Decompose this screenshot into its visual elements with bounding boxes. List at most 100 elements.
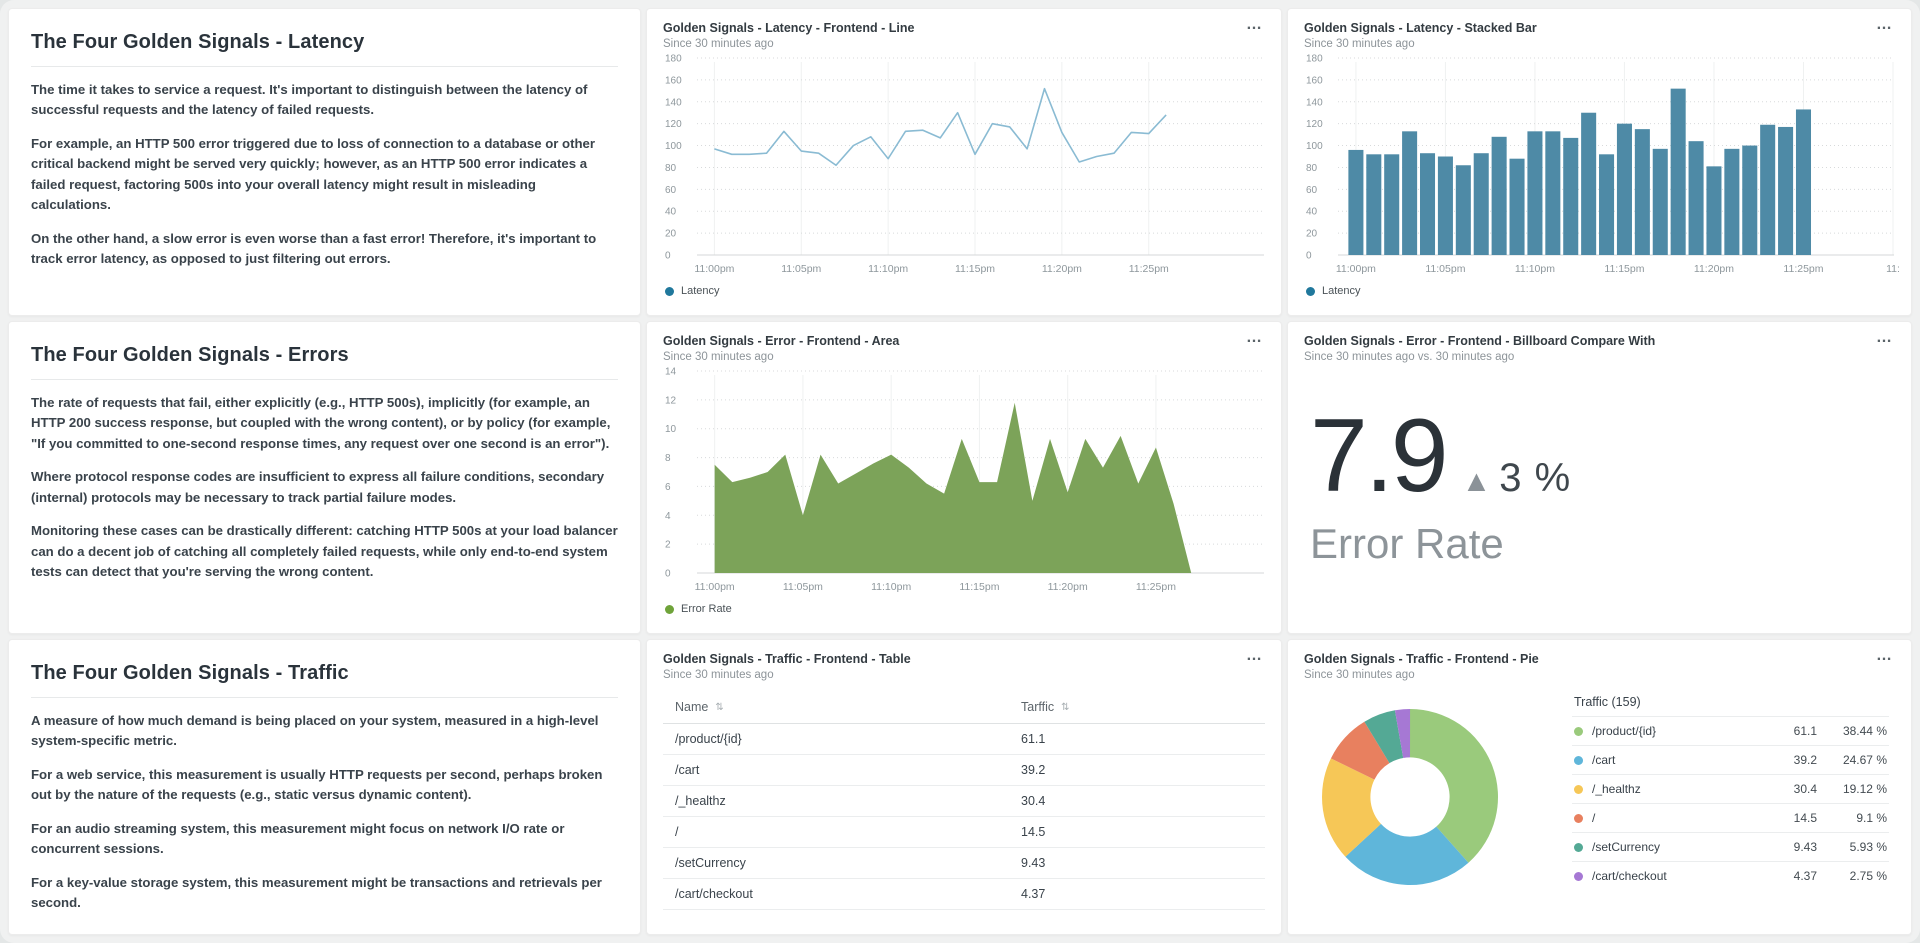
pie-legend-percent: 24.67 % [1842, 753, 1887, 767]
table-row: /cart/checkout 4.37 [663, 879, 1265, 910]
chart-header: Golden Signals - Latency - Frontend - Li… [663, 16, 1265, 51]
pie-legend-row[interactable]: /product/{id} 61.1 38.44 % [1572, 716, 1889, 745]
pie-legend-label: /cart/checkout [1592, 869, 1667, 883]
latency-paragraph-2: For example, an HTTP 500 error triggered… [31, 135, 596, 213]
panel-menu-icon[interactable]: … [1246, 329, 1263, 346]
pie-legend-row[interactable]: /cart 39.2 24.67 % [1572, 745, 1889, 774]
panel-traffic-pie: Golden Signals - Traffic - Frontend - Pi… [1287, 639, 1912, 935]
svg-text:11:20pm: 11:20pm [1694, 263, 1734, 275]
svg-text:80: 80 [1306, 163, 1318, 174]
column-sort-button[interactable]: Tarffic ⇅ [1021, 700, 1070, 714]
svg-text:100: 100 [1306, 141, 1323, 152]
billboard-value-row: 7.9 ▲ 3 % [1310, 404, 1889, 508]
column-header-name: Name ⇅ [663, 700, 1021, 714]
table-row: /product/{id} 61.1 [663, 724, 1265, 755]
pie-slice-/product/{id}[interactable] [1410, 709, 1498, 863]
chart-titles: Golden Signals - Error - Frontend - Bill… [1304, 334, 1874, 363]
svg-text:120: 120 [1306, 119, 1323, 130]
panel-menu-icon[interactable]: … [1876, 647, 1893, 664]
svg-text:11:25pm: 11:25pm [1783, 263, 1823, 275]
svg-text:140: 140 [665, 97, 682, 108]
billboard-delta: 3 % [1499, 456, 1572, 500]
table-row: /cart 39.2 [663, 755, 1265, 786]
chart-titles: Golden Signals - Latency - Stacked Bar S… [1304, 21, 1874, 50]
svg-text:180: 180 [665, 54, 682, 65]
pie-legend-label: /_healthz [1592, 782, 1641, 796]
svg-text:120: 120 [665, 119, 682, 130]
svg-text:60: 60 [1306, 185, 1318, 196]
traffic-table: Name ⇅ Tarffic ⇅/product/{id} 61.1/cart 39.2/… [663, 693, 1265, 910]
panel-traffic-text: The Four Golden Signals - Traffic A meas… [8, 639, 641, 935]
table-cell-name: /_healthz [675, 794, 726, 808]
svg-text:0: 0 [665, 251, 671, 262]
panel-menu-icon[interactable]: … [1876, 329, 1893, 346]
errors-paragraph-1: The rate of requests that fail, either e… [31, 395, 611, 451]
table-row: /_healthz 30.4 [663, 786, 1265, 817]
chart-subtitle: Since 30 minutes ago [663, 351, 774, 363]
pie-legend-percent: 5.93 % [1849, 840, 1887, 854]
table-cell-name: /setCurrency [675, 856, 746, 870]
table-cell-traffic: 30.4 [1021, 794, 1046, 808]
pie-slice-/[interactable] [1330, 721, 1390, 780]
chart-titles: Golden Signals - Latency - Frontend - Li… [663, 21, 1244, 50]
latency-paragraph-3: On the other hand, a slow error is even … [31, 230, 597, 267]
sort-icon: ⇅ [715, 701, 724, 713]
panel-error-billboard: Golden Signals - Error - Frontend - Bill… [1287, 321, 1912, 634]
chart-title: Golden Signals - Traffic - Frontend - Ta… [663, 652, 911, 666]
page-title-latency: The Four Golden Signals - Latency [31, 31, 365, 53]
pie-legend-label: /cart [1592, 753, 1616, 767]
legend-label: Error Rate [681, 603, 732, 615]
page-title-traffic: The Four Golden Signals - Traffic [31, 662, 349, 684]
pie-legend-value: 30.4 [1793, 782, 1817, 796]
svg-text:11:25pm: 11:25pm [1129, 263, 1169, 275]
chart-title: Golden Signals - Latency - Stacked Bar [1304, 21, 1537, 35]
svg-text:11:05pm: 11:05pm [781, 263, 821, 275]
legend-item-latency[interactable]: Latency [1306, 285, 1361, 297]
chart-legend: Latency [663, 279, 1265, 303]
svg-text:11:05pm: 11:05pm [783, 581, 823, 593]
pie-legend-row[interactable]: /setCurrency 9.43 5.93 % [1572, 832, 1889, 861]
pie-slice-/cart[interactable] [1345, 823, 1469, 885]
pie-legend-dot [1574, 842, 1583, 852]
pie-slice-/cart/checkout[interactable] [1394, 709, 1411, 758]
panel-menu-icon[interactable]: … [1246, 647, 1263, 664]
column-sort-button[interactable]: Name ⇅ [675, 700, 724, 714]
panel-menu-icon[interactable]: … [1246, 16, 1263, 33]
chart-subtitle: Since 30 minutes ago [663, 38, 774, 50]
table-cell-name: /cart/checkout [675, 887, 753, 901]
legend-item-latency[interactable]: Latency [665, 285, 720, 297]
svg-text:14: 14 [665, 367, 677, 378]
chart-subtitle: Since 30 minutes ago vs. 30 minutes ago [1304, 351, 1515, 363]
pie-legend-percent: 9.1 % [1856, 811, 1887, 825]
svg-text:20: 20 [1306, 229, 1318, 240]
svg-text:11:00pm: 11:00pm [694, 263, 734, 275]
pie-legend-label: /product/{id} [1592, 724, 1657, 738]
svg-text:4: 4 [665, 511, 671, 522]
svg-text:11:25pm: 11:25pm [1136, 581, 1176, 593]
chart-title: Golden Signals - Error - Frontend - Bill… [1304, 334, 1656, 348]
pie-slice-/setCurrency[interactable] [1364, 710, 1404, 764]
panel-menu-icon[interactable]: … [1876, 16, 1893, 33]
legend-item-error-rate[interactable]: Error Rate [665, 603, 732, 615]
pie-legend-value: 61.1 [1793, 724, 1817, 738]
pie-legend-row[interactable]: / 14.5 9.1 % [1572, 803, 1889, 832]
table-cell-name: /cart [675, 763, 700, 777]
table-row: / 14.5 [663, 817, 1265, 848]
pie-legend-row[interactable]: /_healthz 30.4 19.12 % [1572, 774, 1889, 803]
pie-legend-row[interactable]: /cart/checkout 4.37 2.75 % [1572, 861, 1889, 890]
svg-text:11:00pm: 11:00pm [1336, 263, 1376, 275]
svg-text:60: 60 [665, 185, 677, 196]
pie-slice-/_healthz[interactable] [1322, 758, 1381, 857]
svg-text:10: 10 [665, 424, 677, 435]
table-cell-traffic: 14.5 [1021, 825, 1046, 839]
svg-text:11:15pm: 11:15pm [955, 263, 995, 275]
svg-text:180: 180 [1306, 54, 1323, 65]
pie-legend-dot [1574, 784, 1583, 794]
chart-titles: Golden Signals - Traffic - Frontend - Pi… [1304, 652, 1874, 681]
trend-up-icon: ▲ [1461, 465, 1492, 498]
svg-text:11:10pm: 11:10pm [871, 581, 911, 593]
traffic-paragraph-3: For an audio streaming system, this meas… [31, 820, 565, 857]
traffic-pie-chart [1322, 709, 1498, 885]
svg-text:0: 0 [665, 569, 671, 580]
svg-text:11:15pm: 11:15pm [1604, 263, 1644, 275]
